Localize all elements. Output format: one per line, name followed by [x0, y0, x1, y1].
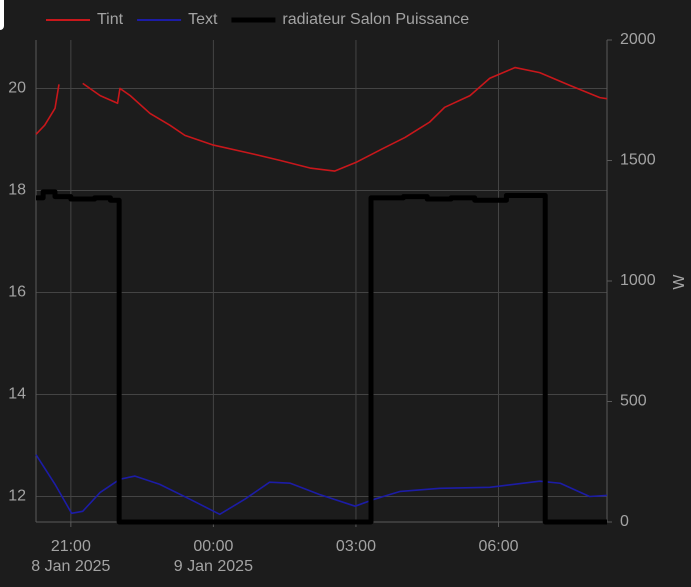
x-tick-date-label: 8 Jan 2025 — [31, 558, 110, 575]
y2-tick-label: 0 — [620, 513, 629, 530]
y2-axis-label: W — [671, 274, 688, 290]
y-tick-label: 18 — [8, 182, 26, 199]
series-line — [35, 454, 608, 516]
x-tick-label: 03:00 — [336, 538, 376, 555]
y-tick-label: 20 — [8, 80, 26, 97]
x-tick-label: 06:00 — [478, 538, 518, 555]
x-tick-label: 00:00 — [193, 538, 233, 555]
y-tick-label: 16 — [8, 284, 26, 301]
x-tick-date-label: 9 Jan 2025 — [174, 558, 253, 575]
y2-tick-label: 1500 — [620, 152, 656, 169]
y-tick-label: 14 — [8, 386, 26, 403]
series-line — [36, 189, 607, 525]
legend-label: Text — [188, 11, 218, 28]
corner-tab — [0, 0, 4, 30]
y2-tick-label: 1000 — [620, 272, 656, 289]
series-line — [35, 66, 608, 172]
y2-tick-label: 500 — [620, 393, 647, 410]
x-tick-label: 21:00 — [51, 538, 91, 555]
legend-label: radiateur Salon Puissance — [282, 11, 469, 28]
legend-label: Tint — [97, 11, 124, 28]
y-tick-label: 12 — [8, 488, 26, 505]
y2-tick-label: 2000 — [620, 31, 656, 48]
